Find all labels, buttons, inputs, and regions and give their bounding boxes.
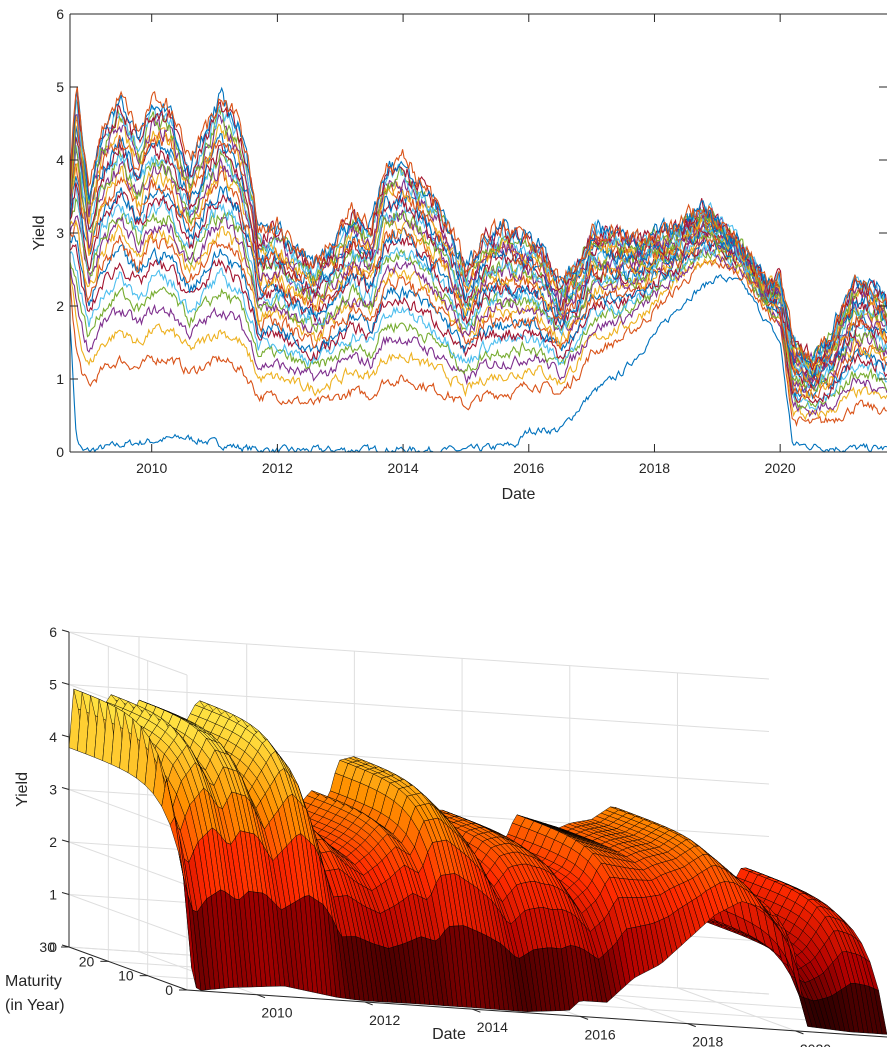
z-tick (61, 944, 70, 948)
side-grid-line (68, 789, 188, 833)
yield-series-line (69, 274, 887, 454)
yield-series-line (69, 98, 887, 368)
yield-line-chart: 0 1 2 3 4 5 6 2010 2012 2014 2016 2018 2020 Date Yield (31, 6, 887, 503)
y-axis-title: Yield (31, 216, 48, 251)
z-tick-label: 0 (49, 939, 57, 955)
z-tick (61, 629, 70, 633)
y-tick-label: 4 (56, 152, 64, 168)
z-tick-label: 2 (49, 834, 57, 850)
surface-axes: 20102012201420162018202001020300123456Da… (5, 624, 887, 1047)
x-tick (472, 1008, 481, 1013)
x-tick (795, 1030, 804, 1035)
yield-surface (68, 688, 887, 1035)
x-tick-label: 2016 (513, 460, 544, 476)
x-tick-label: 2014 (388, 460, 419, 476)
x-tick-label: 2012 (369, 1012, 400, 1028)
z-axis-title: Yield (14, 772, 31, 807)
x-tick-label: 2020 (765, 460, 796, 476)
yield-series-line (69, 247, 887, 410)
yield-series-line (69, 220, 887, 400)
y-tick-label: 0 (56, 444, 64, 460)
z-tick-label: 3 (49, 782, 57, 798)
x-tick-label: 2014 (477, 1019, 508, 1035)
yield-series-line (69, 86, 887, 364)
y-tick-label: 3 (56, 225, 64, 241)
yield-series-line (69, 115, 887, 371)
x-tick (579, 1015, 589, 1020)
x-tick-label: 2020 (800, 1041, 831, 1047)
floor-grid-line (677, 987, 796, 1032)
z-tick (61, 734, 70, 738)
x-axis-title: Date (502, 486, 536, 503)
x-tick-label: 2012 (262, 460, 293, 476)
maturity-tick-label: 0 (165, 982, 173, 998)
yield-series-group (69, 86, 887, 454)
yield-surface-chart: 20102012201420162018202001020300123456Da… (5, 624, 887, 1047)
z-tick (61, 787, 70, 790)
x-tick-label: 2016 (584, 1026, 615, 1042)
yield-series-line (69, 86, 887, 367)
z-tick-label: 1 (49, 887, 57, 903)
x-tick-label: 2010 (136, 460, 167, 476)
z-tick-label: 5 (49, 677, 57, 693)
z-tick-label: 4 (49, 729, 57, 745)
x-axis-line (186, 989, 887, 1038)
back-grid-line (68, 684, 770, 732)
x-axis-title: Date (432, 1026, 466, 1043)
x-tick (256, 994, 266, 999)
side-grid-line (68, 841, 188, 886)
y-tick-label: 6 (56, 6, 64, 22)
yield-series-line (69, 258, 887, 428)
x-tick-label: 2018 (639, 460, 670, 476)
maturity-axis-line (68, 946, 188, 991)
y-tick-label: 5 (56, 79, 64, 95)
maturity-tick-label: 20 (79, 953, 95, 969)
y-tick-label: 2 (56, 298, 64, 314)
z-tick-label: 6 (49, 624, 57, 640)
side-grid-line (68, 894, 188, 938)
maturity-axis-title: Maturity (5, 973, 62, 990)
z-tick (61, 892, 70, 895)
x-tick-label: 2010 (261, 1005, 292, 1021)
z-tick (61, 839, 70, 843)
surface-patch (873, 988, 887, 1035)
maturity-axis-title-unit: (in Year) (5, 997, 65, 1014)
maturity-tick-label: 30 (39, 939, 55, 955)
x-tick-label: 2018 (692, 1034, 723, 1047)
back-grid-line (68, 631, 770, 680)
x-tick (364, 1001, 373, 1006)
top-axes: 0 1 2 3 4 5 6 2010 2012 2014 2016 2018 2020 Date Yield (31, 6, 887, 503)
y-tick-label: 1 (56, 371, 64, 387)
maturity-tick-label: 10 (118, 968, 134, 984)
z-tick (61, 682, 70, 685)
x-tick (687, 1023, 696, 1028)
side-grid-line (68, 631, 188, 676)
